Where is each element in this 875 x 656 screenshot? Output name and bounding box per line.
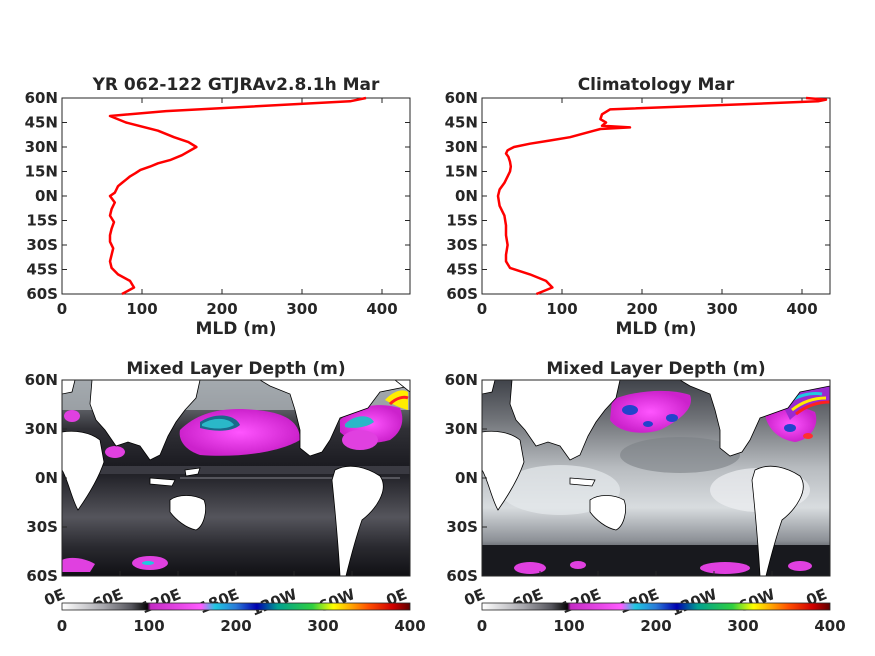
y-tick-label: 15N	[445, 163, 478, 181]
y-tick-label: 0N	[455, 469, 478, 487]
y-tick-label: 15S	[26, 212, 58, 230]
y-tick-label: 45S	[26, 261, 58, 279]
y-tick-labels: 60N 30N 0N 30S 60S	[25, 371, 67, 585]
colorbar-tick-label: 300	[307, 617, 338, 635]
panel-title: Mixed Layer Depth (m)	[126, 359, 345, 379]
y-tick-label: 15N	[25, 163, 58, 181]
heatmap-field	[482, 380, 830, 576]
high-mld-north-pacific	[610, 390, 691, 433]
y-tick-labels: 60N 45N 30N 15N 0N 15S 30S 45S 60S	[445, 89, 830, 303]
series-line	[496, 96, 828, 296]
colorbar-tick-label: 0	[477, 617, 487, 635]
x-tick-label: 300	[706, 300, 737, 318]
colorbar-tick-label: 100	[553, 617, 584, 635]
y-tick-label: 45N	[445, 114, 478, 132]
panel-title: Climatology Mar	[578, 75, 735, 95]
colorbar-tick-labels: 0 100 200 300 400	[57, 617, 426, 635]
x-tick-label: 0	[57, 300, 67, 318]
land-mask	[482, 380, 830, 576]
x-tick-label: 120W	[668, 585, 720, 620]
x-tick-label: 180E	[616, 585, 661, 617]
x-tick-label: 200	[206, 300, 237, 318]
x-tick-label: 60W	[736, 585, 778, 616]
colorbar-tick-label: 400	[814, 617, 845, 635]
y-tick-label: 30N	[445, 138, 478, 156]
y-tick-label: 30N	[25, 420, 58, 438]
colorbar-tick-labels: 0 100 200 300 400	[477, 617, 846, 635]
x-axis-label: MLD (m)	[615, 319, 696, 339]
x-tick-labels: 0E 60E 120E 180E 120W 60W 0E	[462, 571, 831, 620]
panel-title: YR 062-122 GTJRAv2.8.1h Mar	[92, 75, 380, 95]
x-tick-label: 100	[546, 300, 577, 318]
plot-frame	[61, 97, 411, 295]
colorbar-tick-label: 200	[220, 617, 251, 635]
y-tick-label: 60N	[25, 371, 58, 389]
x-tick-label: 400	[366, 300, 397, 318]
x-tick-label: 60W	[316, 585, 358, 616]
plot-frame	[481, 97, 831, 295]
y-tick-label: 60N	[445, 89, 478, 107]
colorbar	[481, 602, 831, 611]
colorbar-tick-label: 0	[57, 617, 67, 635]
y-tick-label: 30S	[446, 518, 478, 536]
y-tick-label: 15S	[446, 212, 478, 230]
heatmap-field	[62, 380, 410, 576]
land-mask	[62, 380, 410, 576]
x-tick-labels: 0E 60E 120E 180E 120W 60W 0E	[42, 571, 411, 620]
y-tick-label: 30N	[25, 138, 58, 156]
colorbar-tick-label: 100	[133, 617, 164, 635]
y-tick-label: 45N	[25, 114, 58, 132]
map-panel-model: Mixed Layer Depth (m)	[25, 359, 426, 635]
y-tick-label: 30N	[445, 420, 478, 438]
y-tick-label: 60S	[26, 285, 58, 303]
y-tick-label: 0N	[35, 469, 58, 487]
y-tick-labels: 60N 30N 0N 30S 60S	[445, 371, 487, 585]
x-tick-label: 100	[126, 300, 157, 318]
x-tick-label: 200	[626, 300, 657, 318]
colorbar-tick-label: 300	[727, 617, 758, 635]
x-tick-label: 120W	[248, 585, 300, 620]
y-tick-label: 0N	[35, 187, 58, 205]
y-tick-label: 30S	[26, 236, 58, 254]
x-tick-label: 120E	[558, 585, 603, 617]
x-tick-label: 0	[477, 300, 487, 318]
x-axis-label: MLD (m)	[195, 319, 276, 339]
y-tick-label: 0N	[455, 187, 478, 205]
colorbar-tick-label: 400	[394, 617, 425, 635]
x-tick-labels: 0 100 200 300 400	[57, 98, 398, 318]
y-tick-label: 60S	[26, 567, 58, 585]
y-tick-label: 45S	[446, 261, 478, 279]
y-tick-label: 60S	[446, 285, 478, 303]
x-tick-label: 180E	[196, 585, 241, 617]
panel-title: Mixed Layer Depth (m)	[546, 359, 765, 379]
series-line	[108, 96, 367, 296]
y-tick-label: 60N	[445, 371, 478, 389]
y-tick-label: 60S	[446, 567, 478, 585]
y-tick-label: 30S	[26, 518, 58, 536]
map-panel-climatology: Mixed Layer Depth (m)	[445, 359, 846, 635]
profile-panel-model: YR 062-122 GTJRAv2.8.1h Mar 60N 45N 30N 15N…	[25, 75, 411, 339]
colorbar	[61, 602, 411, 611]
y-tick-labels: 60N 45N 30N 15N 0N 15S 30S 45S 60S	[25, 89, 410, 303]
x-tick-labels: 0 100 200 300 400	[477, 98, 818, 318]
x-tick-label: 120E	[138, 585, 183, 617]
y-tick-label: 60N	[25, 89, 58, 107]
profile-panel-climatology: Climatology Mar 60N45N30N15N0N15S30S45S6…	[445, 75, 831, 339]
y-tick-label: 30S	[446, 236, 478, 254]
colorbar-tick-label: 200	[640, 617, 671, 635]
x-tick-label: 300	[286, 300, 317, 318]
x-tick-label: 400	[786, 300, 817, 318]
